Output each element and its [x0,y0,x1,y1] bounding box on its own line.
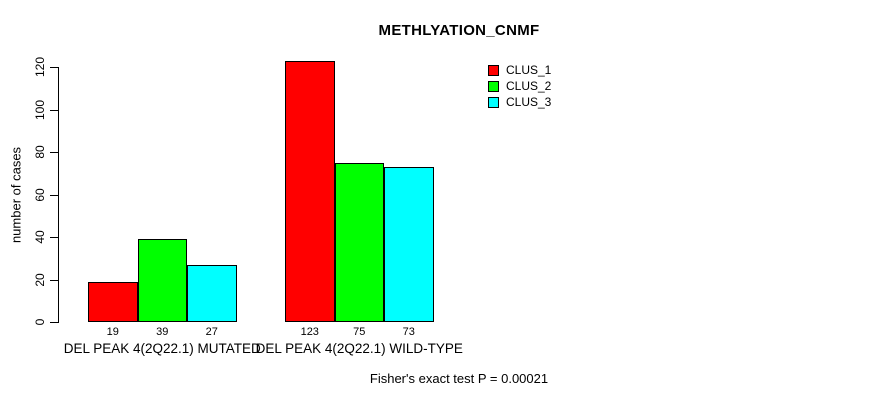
category-label: DEL PEAK 4(2Q22.1) WILD-TYPE [255,341,463,356]
bar-clus_2-group2 [334,163,384,322]
fisher-test-annotation: Fisher's exact test P = 0.00021 [369,371,549,386]
bar-value-label: 75 [353,326,366,338]
legend-swatch-clus_1 [488,64,499,76]
bar-value-label: 39 [156,326,169,338]
bar-clus_2-group1 [137,239,187,322]
legend-swatch-clus_2 [488,80,499,92]
y-tick-label: 120 [33,56,47,78]
y-tick-label: 20 [33,273,47,287]
y-tick-mark [50,67,58,68]
bar-value-label: 123 [300,326,319,338]
legend-label: CLUS_1 [506,63,552,77]
y-tick-mark [50,237,58,238]
bar-value-label: 19 [106,326,119,338]
legend: CLUS_1 CLUS_2 CLUS_3 [488,62,551,110]
bar-clus_1-group1 [88,282,138,322]
legend-label: CLUS_2 [506,79,552,93]
y-tick-mark [50,322,58,323]
category-label: DEL PEAK 4(2Q22.1) MUTATED [63,341,261,356]
y-tick-label: 40 [33,230,47,244]
y-tick-label: 0 [33,318,47,326]
bar-value-label: 27 [205,326,218,338]
y-tick-mark [50,195,58,196]
legend-label: CLUS_3 [506,95,552,109]
y-tick-mark [50,110,58,111]
y-tick-label: 80 [33,145,47,159]
y-tick-label: 100 [33,99,47,121]
bar-value-label: 73 [402,326,415,338]
bar-clus_1-group2 [285,61,335,322]
bar-clus_3-group2 [384,167,434,322]
y-axis-title: number of cases [8,146,24,244]
chart-title: METHLYATION_CNMF [378,22,540,39]
y-tick-mark [50,152,58,153]
legend-item-clus_3: CLUS_3 [488,94,551,110]
y-axis-line [58,67,59,323]
bar-clus_3-group1 [187,265,237,322]
y-tick-mark [50,280,58,281]
legend-item-clus_2: CLUS_2 [488,78,551,94]
legend-item-clus_1: CLUS_1 [488,62,551,78]
y-tick-label: 60 [33,188,47,202]
legend-swatch-clus_3 [488,96,499,108]
